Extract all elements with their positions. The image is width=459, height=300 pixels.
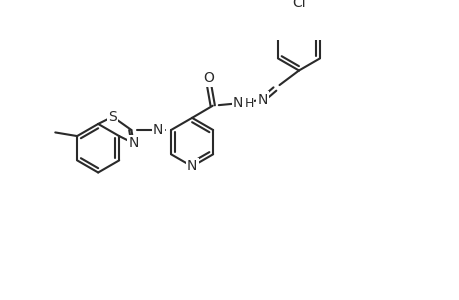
Text: N: N — [152, 123, 163, 137]
Text: S: S — [108, 110, 117, 124]
Text: N: N — [257, 93, 267, 106]
Text: O: O — [203, 71, 214, 85]
Text: N: N — [233, 96, 243, 110]
Text: N: N — [128, 136, 139, 150]
Text: Cl: Cl — [291, 0, 305, 10]
Text: N: N — [186, 159, 197, 173]
Text: H: H — [244, 97, 253, 110]
